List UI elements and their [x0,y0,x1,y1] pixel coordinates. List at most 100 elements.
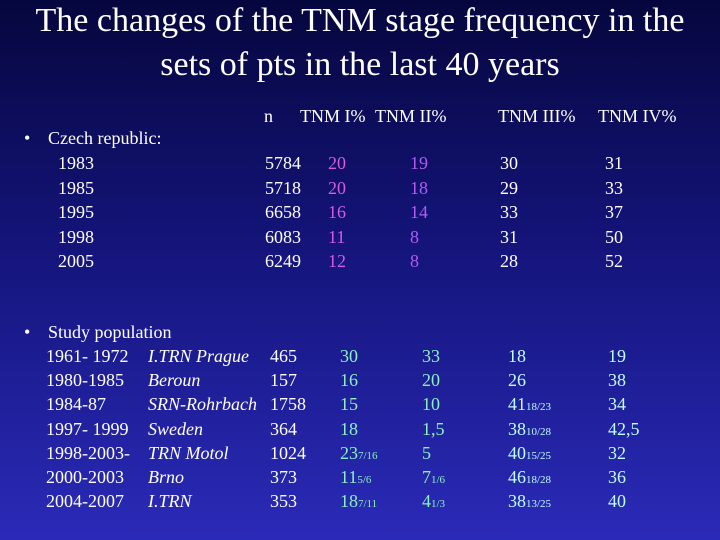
cell: 36 [608,467,626,487]
cell: 12 [328,251,346,271]
cell-value: 4 [422,491,431,512]
cell: 157 [270,370,297,391]
cell: 353 [270,491,297,512]
cell-value: 18 [340,491,358,512]
cell: 71/6 [422,467,445,490]
cell: 42,5 [608,418,640,439]
section-label: Czech republic: [48,128,162,148]
cell: 11 [328,226,346,247]
row-period: 1980-1985 [46,370,124,391]
bullet: • [24,322,31,342]
column-header: TNM I% [300,106,366,126]
title: The changes of the TNM stage frequency i… [35,2,685,39]
cell-fraction: 18/23 [526,401,552,414]
column-header: TNM II% [375,106,447,126]
cell: 50 [605,226,623,247]
row-period: 1984-87 [46,394,106,415]
cell: 37 [605,202,623,222]
cell: 16 [328,202,346,222]
cell: 1758 [270,394,306,415]
cell: 237/16 [340,443,378,466]
row-period: 2004-2007 [46,491,124,512]
cell: 30 [500,153,518,173]
cell: 8 [410,251,419,271]
cell-value: 7 [422,467,431,487]
cell: 4618/28 [508,467,551,490]
cell: 6083 [265,226,301,247]
cell: 18 [340,418,358,439]
row-period: 1961- 1972 [46,346,129,366]
cell: 16 [340,370,358,391]
cell: 3813/25 [508,491,551,514]
cell-fraction: 15/25 [526,449,552,462]
section-label: Study population [48,322,172,342]
cell-value: 38 [508,418,526,439]
row-period: 1983 [58,153,94,173]
row-period: 1985 [58,177,94,198]
row-place: I.TRN Prague [148,346,249,366]
cell: 6658 [265,202,301,222]
cell: 40 [608,491,626,512]
cell: 38 [608,370,626,391]
cell-value: 46 [508,467,526,487]
row-period: 2005 [58,251,94,271]
cell-fraction: 1/6 [431,474,446,486]
cell: 52 [605,251,623,271]
cell: 187/11 [340,491,377,514]
cell: 20 [328,177,346,198]
cell: 10 [422,394,440,415]
cell: 4118/23 [508,394,551,417]
cell: 19 [608,346,626,366]
cell: 5718 [265,177,301,198]
cell: 34 [608,394,626,415]
cell-fraction: 7/11 [358,498,378,511]
cell-value: 11 [340,467,358,487]
cell: 115/6 [340,467,371,490]
row-place: TRN Motol [148,442,229,463]
row-place: Sweden [148,418,203,439]
cell-fraction: 10/28 [526,425,552,438]
cell: 20 [328,153,346,173]
column-header: n [264,106,273,126]
cell: 14 [410,202,428,222]
bullet: • [24,128,31,148]
cell: 5784 [265,153,301,173]
row-period: 1997- 1999 [46,418,129,439]
cell: 465 [270,346,297,366]
cell: 364 [270,418,297,439]
cell: 33 [422,346,440,366]
cell: 20 [422,370,440,391]
row-place: Brno [148,467,184,487]
cell: 41/3 [422,491,445,514]
column-header: TNM IV% [598,106,677,126]
cell-fraction: 7/16 [358,449,378,462]
column-header: TNM III% [498,106,576,126]
cell: 5 [422,442,431,463]
row-place: Beroun [148,370,201,391]
cell: 4015/25 [508,443,551,466]
cell: 6249 [265,251,301,271]
cell-value: 40 [508,442,526,463]
row-place: SRN-Rohrbach [148,394,257,415]
cell: 32 [608,442,626,463]
cell: 30 [340,346,358,366]
cell-value: 23 [340,442,358,463]
cell: 373 [270,467,297,487]
cell-value: 38 [508,491,526,512]
cell: 8 [410,226,419,247]
cell: 18 [410,177,428,198]
row-period: 2000-2003 [46,467,124,487]
row-place: I.TRN [148,491,192,512]
cell: 31 [500,226,518,247]
cell: 33 [605,177,623,198]
cell-value: 41 [508,394,526,415]
cell-fraction: 13/25 [526,498,552,511]
cell: 31 [605,153,623,173]
row-period: 1995 [58,202,94,222]
cell: 33 [500,202,518,222]
cell: 3810/28 [508,419,551,442]
cell: 29 [500,177,518,198]
cell-fraction: 5/6 [357,474,372,486]
cell: 28 [500,251,518,271]
